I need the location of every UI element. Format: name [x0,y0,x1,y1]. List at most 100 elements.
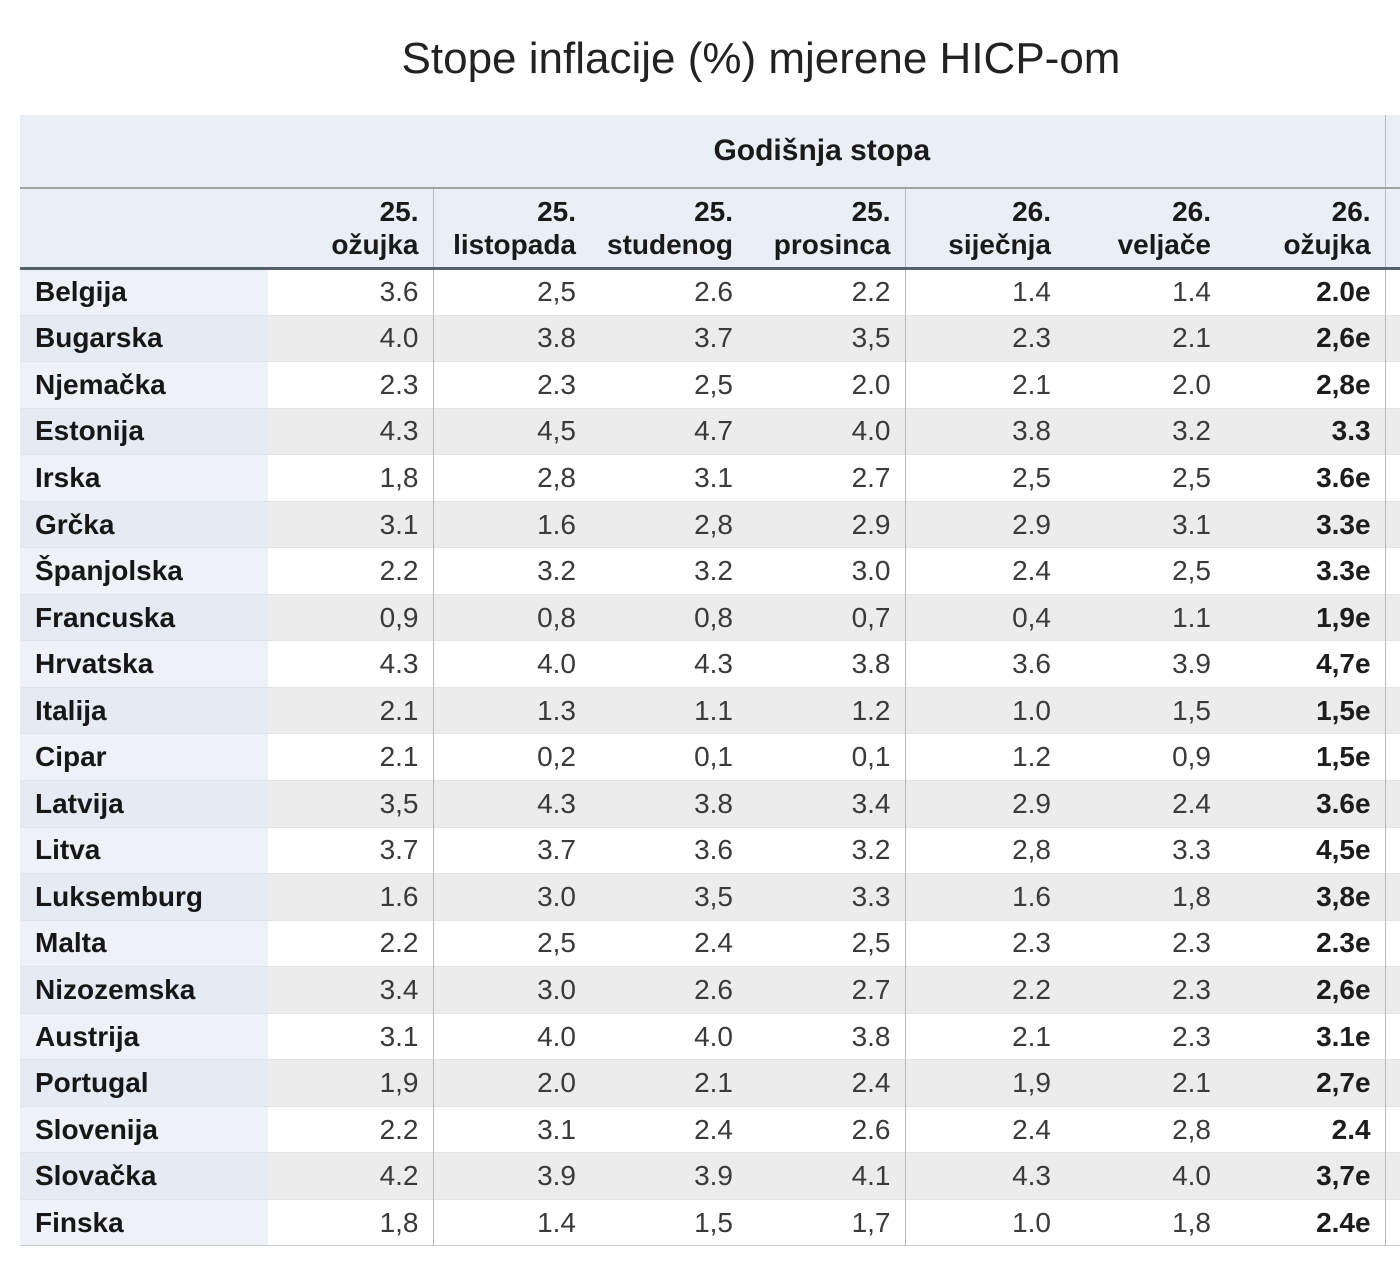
rate-cell: 0,1 [747,733,905,781]
rate-cell: 3.4 [747,780,905,828]
country-name: Hrvatska [20,640,268,688]
rate-cell: 1.0 [904,686,1065,734]
rate-cell: 3.6 [268,268,433,316]
rate-cell: 2.4 [1065,780,1225,828]
rate-cell: 3.3 [747,873,905,921]
table-row: Portugal 1,9 2.0 2.1 2.4 1,9 2.1 2,7e [20,1059,1400,1107]
rate-cell: 1,9 [904,1059,1065,1107]
rate-cell: 0,1 [590,733,747,781]
country-name: Latvija [20,780,268,828]
rate-cell: 2.6 [590,268,747,316]
rate-cell: 2.2 [747,268,905,316]
rate-cell: 3.7 [590,314,747,362]
table-row: Bugarska 4.0 3.8 3.7 3,5 2.3 2.1 2,6e [20,314,1400,362]
table-row: Italija 2.1 1.3 1.1 1.2 1.0 1,5 1,5e [20,686,1400,734]
rate-cell: 3.6e [1225,454,1386,502]
rate-cell: 3.6e [1225,780,1386,828]
cutoff-column-cell [1384,686,1400,734]
rate-cell: 3.4 [268,966,433,1014]
rate-cell: 2.0 [432,1059,590,1107]
table-row: Austrija 3.1 4.0 4.0 3.8 2.1 2.3 3.1e [20,1012,1400,1060]
rate-cell: 3.8 [747,1012,905,1060]
rate-cell: 3,7e [1225,1152,1386,1200]
month-column-header: 25. listopada [432,188,590,270]
rate-cell: 3,5 [268,780,433,828]
rate-cell: 1.3 [432,686,590,734]
rate-cell: 2.1 [590,1059,747,1107]
rate-cell: 2,5 [1065,454,1225,502]
rate-cell: 2,8 [432,454,590,502]
rate-cell: 1,5 [590,1198,747,1247]
rate-cell: 3.6 [904,640,1065,688]
rate-cell: 1.6 [432,500,590,548]
rate-cell: 2.3 [432,361,590,409]
country-name: Estonija [20,407,268,455]
rate-cell: 2.4 [1225,1105,1386,1153]
rate-cell: 2,5 [432,919,590,967]
rate-cell: 3.1e [1225,1012,1386,1060]
table-row: Luksemburg 1.6 3.0 3,5 3.3 1.6 1,8 3,8e [20,873,1400,921]
rate-cell: 2.3 [904,314,1065,362]
rate-cell: 3.8 [904,407,1065,455]
rate-cell: 3.2 [1065,407,1225,455]
rate-cell: 1.2 [904,733,1065,781]
table-row: Cipar 2.1 0,2 0,1 0,1 1.2 0,9 1,5e [20,733,1400,781]
rate-cell: 4.3 [432,780,590,828]
rate-cell: 3.3e [1225,500,1386,548]
cutoff-column-cell [1384,407,1400,455]
rate-cell: 2.1 [1065,1059,1225,1107]
table-row: Irska 1,8 2,8 3.1 2.7 2,5 2,5 3.6e [20,454,1400,502]
rate-cell: 4.0 [432,640,590,688]
table-row: Nizozemska 3.4 3.0 2.6 2.7 2.2 2.3 2,6e [20,966,1400,1014]
rate-cell: 2,6e [1225,314,1386,362]
cutoff-column-cell [1384,593,1400,641]
page-title: Stope inflacije (%) mjerene HICP-om [401,34,1121,83]
rate-cell: 2,6e [1225,966,1386,1014]
inflation-table: Godišnja stopa 25. ožujka 25. listopada 25… [20,115,1400,1247]
table-body: Belgija 3.6 2,5 2.6 2.2 1.4 1.4 2.0e Bugarska 4.0… [20,268,1400,1247]
country-name: Litva [20,826,268,874]
month-header-row: 25. ožujka 25. listopada 25. studenog 25. p… [20,188,1400,270]
rate-cell: 2.9 [904,780,1065,828]
country-name: Grčka [20,500,268,548]
rate-cell: 1,8 [1065,1198,1225,1247]
cutoff-column-cell [1384,1105,1400,1153]
rate-cell: 1.1 [590,686,747,734]
country-name: Malta [20,919,268,967]
rate-cell: 1,5 [1065,686,1225,734]
rate-cell: 3.1 [590,454,747,502]
rate-cell: 4.3 [268,640,433,688]
rate-cell: 1,8 [268,1198,433,1247]
rate-cell: 2.6 [747,1105,905,1153]
table-row: Belgija 3.6 2,5 2.6 2.2 1.4 1.4 2.0e [20,268,1400,316]
table-row: Finska 1,8 1.4 1,5 1,7 1.0 1,8 2.4e [20,1198,1400,1247]
rate-cell: 4.0 [747,407,905,455]
month-column-header: 25. prosinca [747,188,905,270]
rate-cell: 2.1 [268,686,433,734]
rate-cell: 2.4e [1225,1198,1386,1247]
rate-cell: 2.1 [904,361,1065,409]
rate-cell: 1.0 [904,1198,1065,1247]
country-name: Francuska [20,593,268,641]
country-name: Luksemburg [20,873,268,921]
rate-cell: 4.3 [268,407,433,455]
rate-cell: 2.0 [747,361,905,409]
rate-cell: 2.1 [904,1012,1065,1060]
table-row: Slovenija 2.2 3.1 2.4 2.6 2.4 2,8 2.4 [20,1105,1400,1153]
country-name: Belgija [20,268,268,316]
rate-cell: 4.0 [432,1012,590,1060]
rate-cell: 3.3e [1225,547,1386,595]
rate-cell: 2.7 [747,454,905,502]
rate-cell: 2.2 [268,547,433,595]
cutoff-column-cell [1384,454,1400,502]
rate-cell: 0,9 [1065,733,1225,781]
rate-cell: 2.4 [590,1105,747,1153]
rate-cell: 2.9 [747,500,905,548]
rate-cell: 2,5 [904,454,1065,502]
rate-cell: 1.4 [904,268,1065,316]
rate-cell: 2.3 [904,919,1065,967]
rate-cell: 2,8 [1065,1105,1225,1153]
table-row: Estonija 4.3 4,5 4.7 4.0 3.8 3.2 3.3 [20,407,1400,455]
rate-cell: 1.6 [904,873,1065,921]
